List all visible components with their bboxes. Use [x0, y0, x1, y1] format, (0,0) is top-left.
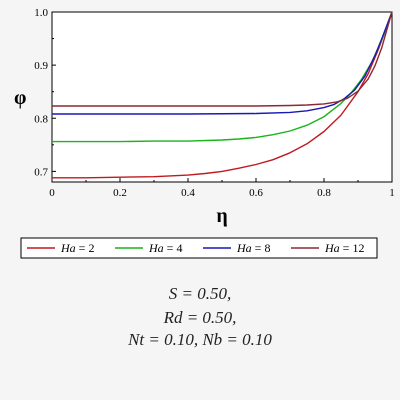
x-axis-title: η: [216, 205, 227, 227]
x-tick-label: 0.4: [181, 187, 195, 199]
x-tick-label: 0.2: [113, 187, 127, 199]
x-tick-label: 0: [49, 187, 55, 199]
series-lines-group: [52, 11, 393, 179]
legend-box: [20, 237, 378, 259]
legend-label-value: = 2: [76, 241, 95, 255]
plot-frame: [51, 11, 393, 183]
legend-label: Ha = 2: [60, 241, 94, 255]
legend-label-var: Ha: [324, 241, 340, 255]
series-line: [52, 11, 393, 115]
series-line: [52, 11, 393, 179]
y-axis-title: φ: [14, 87, 26, 109]
ticks-group: 0 0.2 0.4 0.6 0.8 1 0.7 0.8 0.9 1.0: [34, 7, 395, 199]
legend-label-var: Ha: [148, 241, 164, 255]
series-line: [52, 11, 393, 107]
param-line-3: Nt = 0.10, Nb = 0.10: [128, 330, 272, 349]
legend-label: Ha = 8: [236, 241, 270, 255]
x-tick-label: 0.6: [249, 187, 263, 199]
y-tick-label: 1.0: [34, 7, 48, 19]
legend-label: Ha = 4: [148, 241, 182, 255]
legend-label-value: = 12: [340, 241, 365, 255]
y-tick-label: 0.9: [34, 60, 48, 72]
x-tick-label: 0.8: [317, 187, 331, 199]
y-tick-label: 0.7: [34, 166, 48, 178]
series-line: [52, 11, 393, 143]
legend-label-var: Ha: [236, 241, 252, 255]
legend: Ha = 2 Ha = 4 Ha = 8 Ha = 12: [27, 241, 364, 255]
legend-label-value: = 4: [164, 241, 183, 255]
param-line-2: Rd = 0.50,: [163, 308, 237, 327]
legend-label-value: = 8: [252, 241, 271, 255]
param-line-1: S = 0.50,: [168, 284, 232, 303]
legend-label-var: Ha: [60, 241, 76, 255]
legend-label: Ha = 12: [324, 241, 364, 255]
x-tick-label: 1: [389, 187, 395, 199]
y-tick-label: 0.8: [34, 113, 48, 125]
